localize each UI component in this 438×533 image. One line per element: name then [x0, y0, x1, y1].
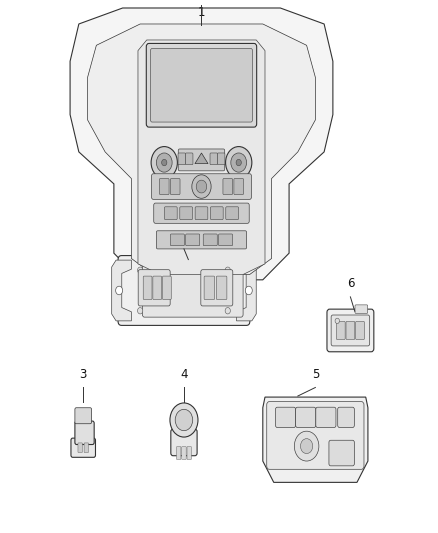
Circle shape: [116, 286, 123, 295]
Circle shape: [300, 439, 313, 454]
FancyBboxPatch shape: [138, 270, 170, 306]
Polygon shape: [138, 40, 265, 274]
FancyBboxPatch shape: [187, 447, 191, 459]
Circle shape: [245, 286, 252, 295]
Text: 2: 2: [180, 230, 188, 243]
FancyBboxPatch shape: [210, 207, 223, 220]
FancyBboxPatch shape: [170, 234, 184, 246]
FancyBboxPatch shape: [178, 153, 186, 165]
Polygon shape: [237, 260, 256, 321]
FancyBboxPatch shape: [118, 256, 250, 325]
FancyBboxPatch shape: [327, 309, 374, 352]
FancyBboxPatch shape: [142, 264, 243, 317]
Circle shape: [138, 308, 143, 314]
Circle shape: [196, 180, 207, 193]
FancyBboxPatch shape: [329, 440, 354, 466]
FancyBboxPatch shape: [152, 174, 251, 199]
FancyBboxPatch shape: [210, 153, 217, 165]
FancyBboxPatch shape: [180, 207, 193, 220]
Circle shape: [162, 159, 167, 166]
FancyBboxPatch shape: [186, 153, 193, 165]
FancyBboxPatch shape: [182, 447, 186, 459]
Polygon shape: [263, 397, 368, 482]
FancyBboxPatch shape: [146, 44, 257, 127]
FancyBboxPatch shape: [219, 234, 233, 246]
FancyBboxPatch shape: [154, 203, 249, 223]
Circle shape: [151, 147, 177, 179]
Circle shape: [294, 431, 319, 461]
FancyBboxPatch shape: [234, 179, 244, 195]
FancyBboxPatch shape: [177, 447, 181, 459]
FancyBboxPatch shape: [171, 429, 197, 456]
Circle shape: [192, 175, 211, 198]
FancyBboxPatch shape: [71, 438, 95, 457]
FancyBboxPatch shape: [203, 234, 217, 246]
Circle shape: [226, 147, 252, 179]
FancyBboxPatch shape: [338, 407, 354, 427]
FancyBboxPatch shape: [226, 207, 239, 220]
Text: 5: 5: [312, 368, 319, 381]
Text: 1: 1: [198, 6, 205, 19]
Circle shape: [138, 267, 143, 273]
FancyBboxPatch shape: [217, 153, 225, 165]
FancyBboxPatch shape: [164, 207, 177, 220]
FancyBboxPatch shape: [316, 407, 336, 427]
Circle shape: [231, 153, 247, 172]
FancyBboxPatch shape: [159, 179, 169, 195]
Text: 3: 3: [80, 368, 87, 381]
FancyBboxPatch shape: [296, 407, 316, 427]
FancyBboxPatch shape: [178, 149, 225, 171]
FancyBboxPatch shape: [170, 179, 180, 195]
FancyBboxPatch shape: [223, 179, 233, 195]
FancyBboxPatch shape: [143, 276, 152, 300]
Circle shape: [170, 403, 198, 437]
Circle shape: [225, 267, 230, 273]
FancyBboxPatch shape: [186, 234, 200, 246]
Text: 4: 4: [180, 368, 188, 381]
Circle shape: [175, 409, 193, 431]
FancyBboxPatch shape: [204, 276, 215, 300]
FancyBboxPatch shape: [356, 321, 364, 340]
FancyBboxPatch shape: [331, 315, 370, 346]
FancyBboxPatch shape: [216, 276, 227, 300]
FancyBboxPatch shape: [151, 49, 252, 122]
FancyBboxPatch shape: [75, 421, 94, 445]
Text: 6: 6: [346, 278, 354, 290]
Polygon shape: [70, 8, 333, 280]
Circle shape: [225, 308, 230, 314]
FancyBboxPatch shape: [201, 270, 233, 306]
FancyBboxPatch shape: [355, 305, 368, 313]
FancyBboxPatch shape: [162, 276, 171, 300]
FancyBboxPatch shape: [195, 207, 208, 220]
FancyBboxPatch shape: [267, 402, 364, 470]
FancyBboxPatch shape: [78, 443, 82, 453]
FancyBboxPatch shape: [346, 321, 355, 340]
Circle shape: [236, 159, 241, 166]
FancyBboxPatch shape: [336, 321, 345, 340]
Polygon shape: [88, 24, 315, 274]
FancyBboxPatch shape: [156, 231, 247, 249]
Polygon shape: [195, 153, 208, 164]
FancyBboxPatch shape: [153, 276, 162, 300]
FancyBboxPatch shape: [84, 443, 88, 453]
Polygon shape: [112, 260, 131, 321]
FancyBboxPatch shape: [75, 408, 92, 424]
Circle shape: [335, 318, 339, 324]
Circle shape: [156, 153, 172, 172]
FancyBboxPatch shape: [276, 407, 296, 427]
